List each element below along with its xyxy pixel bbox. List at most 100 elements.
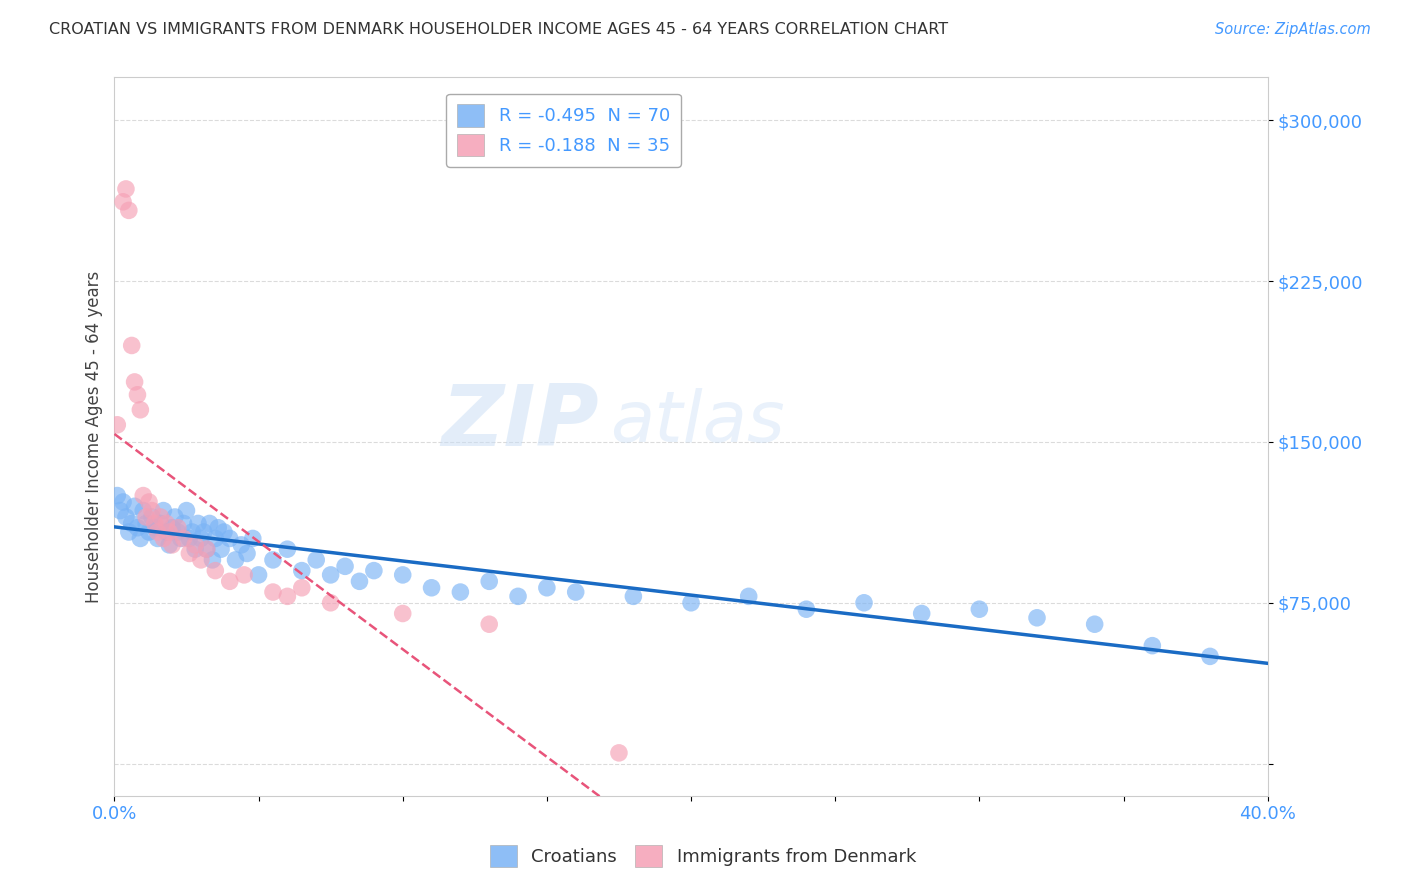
- Point: [157, 524, 180, 539]
- Point: [276, 542, 298, 557]
- Point: [195, 542, 218, 557]
- Point: [209, 542, 232, 557]
- Text: CROATIAN VS IMMIGRANTS FROM DENMARK HOUSEHOLDER INCOME AGES 45 - 64 YEARS CORREL: CROATIAN VS IMMIGRANTS FROM DENMARK HOUS…: [49, 22, 948, 37]
- Point: [155, 524, 177, 539]
- Point: [112, 194, 135, 209]
- Point: [224, 553, 246, 567]
- Point: [391, 568, 413, 582]
- Point: [420, 581, 443, 595]
- Point: [190, 532, 212, 546]
- Point: [198, 516, 221, 531]
- Point: [247, 568, 270, 582]
- Point: [181, 524, 204, 539]
- Point: [1199, 649, 1222, 664]
- Point: [969, 602, 991, 616]
- Point: [305, 553, 328, 567]
- Point: [138, 524, 160, 539]
- Point: [179, 546, 201, 560]
- Point: [207, 521, 229, 535]
- Point: [853, 596, 876, 610]
- Point: [146, 532, 169, 546]
- Point: [143, 521, 166, 535]
- Point: [121, 516, 143, 531]
- Point: [193, 524, 215, 539]
- Point: [218, 532, 240, 546]
- Text: Source: ZipAtlas.com: Source: ZipAtlas.com: [1215, 22, 1371, 37]
- Point: [121, 338, 143, 352]
- Point: [233, 568, 256, 582]
- Point: [236, 546, 259, 560]
- Point: [129, 532, 152, 546]
- Point: [118, 203, 141, 218]
- Point: [363, 564, 385, 578]
- Point: [478, 574, 501, 589]
- Legend: R = -0.495  N = 70, R = -0.188  N = 35: R = -0.495 N = 70, R = -0.188 N = 35: [446, 94, 681, 167]
- Point: [187, 516, 209, 531]
- Point: [204, 564, 226, 578]
- Point: [796, 602, 818, 616]
- Point: [149, 510, 172, 524]
- Point: [141, 510, 163, 524]
- Point: [173, 516, 195, 531]
- Point: [242, 532, 264, 546]
- Point: [349, 574, 371, 589]
- Point: [564, 585, 586, 599]
- Y-axis label: Householder Income Ages 45 - 64 years: Householder Income Ages 45 - 64 years: [86, 270, 103, 603]
- Point: [607, 746, 630, 760]
- Point: [449, 585, 471, 599]
- Point: [911, 607, 934, 621]
- Point: [170, 532, 193, 546]
- Text: atlas: atlas: [610, 388, 785, 457]
- Point: [184, 542, 207, 557]
- Point: [190, 553, 212, 567]
- Point: [333, 559, 356, 574]
- Point: [212, 524, 235, 539]
- Point: [506, 590, 529, 604]
- Point: [129, 402, 152, 417]
- Point: [160, 521, 183, 535]
- Point: [319, 568, 342, 582]
- Point: [262, 553, 284, 567]
- Point: [391, 607, 413, 621]
- Point: [163, 510, 186, 524]
- Point: [160, 538, 183, 552]
- Point: [115, 510, 138, 524]
- Point: [536, 581, 558, 595]
- Point: [155, 516, 177, 531]
- Point: [138, 495, 160, 509]
- Point: [124, 500, 146, 514]
- Point: [149, 516, 172, 531]
- Point: [679, 596, 702, 610]
- Point: [152, 532, 174, 546]
- Point: [179, 532, 201, 546]
- Point: [1084, 617, 1107, 632]
- Point: [204, 532, 226, 546]
- Point: [173, 532, 195, 546]
- Point: [621, 590, 644, 604]
- Legend: Croatians, Immigrants from Denmark: Croatians, Immigrants from Denmark: [482, 838, 924, 874]
- Point: [152, 503, 174, 517]
- Point: [291, 581, 314, 595]
- Point: [1142, 639, 1164, 653]
- Point: [276, 590, 298, 604]
- Point: [184, 538, 207, 552]
- Point: [146, 524, 169, 539]
- Point: [262, 585, 284, 599]
- Point: [143, 516, 166, 531]
- Point: [135, 510, 157, 524]
- Point: [105, 489, 128, 503]
- Point: [478, 617, 501, 632]
- Point: [132, 489, 155, 503]
- Point: [127, 388, 149, 402]
- Point: [166, 521, 188, 535]
- Point: [135, 516, 157, 531]
- Text: ZIP: ZIP: [441, 381, 599, 464]
- Point: [112, 495, 135, 509]
- Point: [108, 503, 131, 517]
- Point: [319, 596, 342, 610]
- Point: [201, 553, 224, 567]
- Point: [127, 521, 149, 535]
- Point: [218, 574, 240, 589]
- Point: [141, 503, 163, 517]
- Point: [105, 417, 128, 432]
